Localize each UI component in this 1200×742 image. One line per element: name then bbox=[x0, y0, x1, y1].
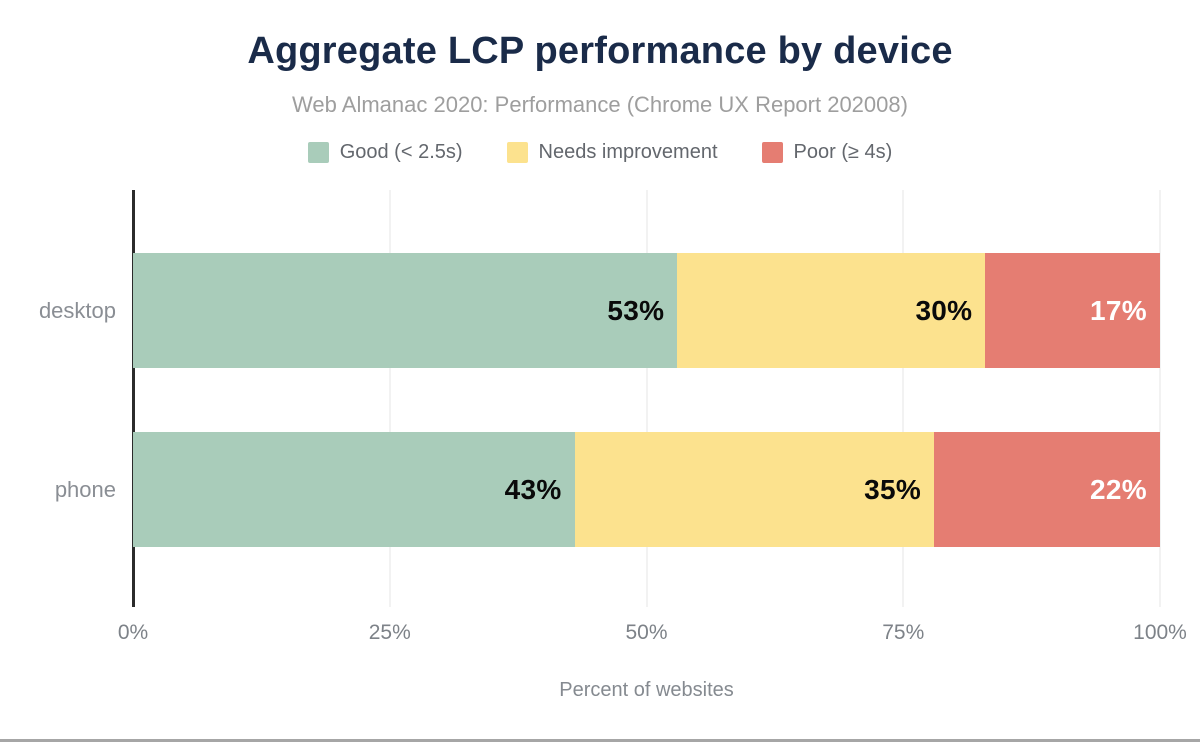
legend-swatch-needs-improvement bbox=[506, 142, 528, 163]
bar-segment-needs-improvement-desktop: 30% bbox=[677, 253, 986, 368]
legend: Good (< 2.5s) Needs improvement Poor (≥ 4s… bbox=[0, 141, 1200, 164]
category-label-desktop: desktop bbox=[38, 297, 116, 323]
bottom-divider bbox=[0, 739, 1200, 742]
gridline-75 bbox=[902, 190, 905, 607]
y-axis-line bbox=[132, 190, 135, 607]
gridline-100 bbox=[1159, 190, 1161, 607]
bar-value-label-needs-improvement-phone: 35% bbox=[864, 473, 922, 505]
bar-segment-good-desktop: 53% bbox=[133, 253, 678, 368]
chart-subtitle: Web Almanac 2020: Performance (Chrome UX… bbox=[292, 92, 908, 117]
category-label-phone: phone bbox=[54, 476, 116, 502]
bar-segment-poor-phone: 22% bbox=[934, 432, 1160, 547]
x-tick-label-50: 50% bbox=[625, 621, 668, 644]
x-tick-label-100: 100% bbox=[1133, 621, 1187, 644]
bar-segment-poor-desktop: 17% bbox=[985, 253, 1160, 368]
bar-row-desktop: 53% 30% 17% bbox=[133, 253, 1160, 368]
legend-label-needs-improvement: Needs improvement bbox=[538, 141, 718, 163]
bar-segment-good-phone: 43% bbox=[133, 432, 575, 547]
x-tick-label-75: 75% bbox=[882, 621, 925, 644]
legend-swatch-poor bbox=[761, 142, 783, 163]
bar-value-label-poor-phone: 22% bbox=[1090, 473, 1147, 505]
bar-value-label-good-phone: 43% bbox=[504, 473, 562, 505]
legend-item-good: Good (< 2.5s) bbox=[307, 141, 463, 164]
x-tick-label-0: 0% bbox=[117, 621, 149, 644]
chart-title: Aggregate LCP performance by device bbox=[247, 30, 953, 72]
legend-item-poor: Poor (≥ 4s) bbox=[761, 141, 893, 164]
legend-item-needs-improvement: Needs improvement bbox=[506, 141, 718, 164]
plot-area: Percent of websites 53% 30% 17% desktop 43% 3… bbox=[39, 190, 1187, 701]
legend-label-poor: Poor (≥ 4s) bbox=[793, 141, 893, 163]
bar-row-phone: 43% 35% 22% bbox=[133, 432, 1160, 547]
legend-swatch-good bbox=[307, 142, 329, 163]
x-tick-label-25: 25% bbox=[368, 621, 411, 644]
x-axis-title: Percent of websites bbox=[559, 679, 734, 701]
gridline-50 bbox=[645, 190, 648, 607]
bar-value-label-needs-improvement-desktop: 30% bbox=[915, 294, 973, 326]
bar-segment-needs-improvement-phone: 35% bbox=[574, 432, 935, 547]
bar-value-label-good-desktop: 53% bbox=[607, 294, 665, 326]
gridline-25 bbox=[388, 190, 391, 607]
bar-value-label-poor-desktop: 17% bbox=[1090, 294, 1147, 326]
legend-label-good: Good (< 2.5s) bbox=[339, 141, 463, 163]
